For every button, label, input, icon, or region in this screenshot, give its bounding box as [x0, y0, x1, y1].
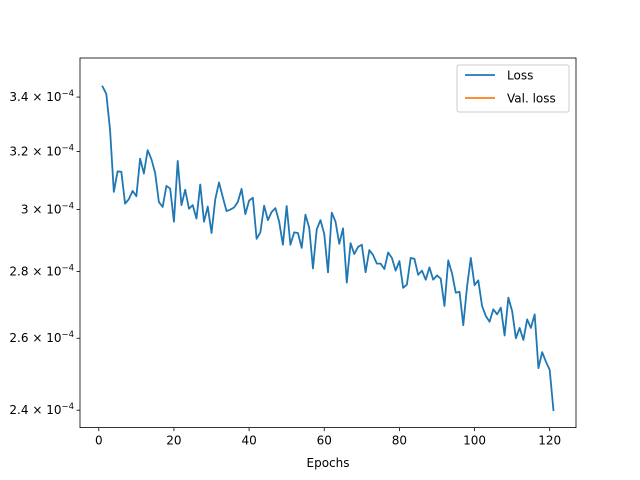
x-tick-label: 20	[166, 434, 181, 448]
series-layer	[101, 85, 555, 412]
legend: Loss Val. loss	[456, 64, 570, 113]
x-axis-ticks: 0 20 40 60 80 100 120	[95, 427, 561, 448]
y-tick-label: 3 × 10−4	[21, 202, 74, 217]
legend-box	[456, 64, 570, 113]
x-tick-label: 0	[95, 434, 103, 448]
legend-label-val-loss: Val. loss	[507, 92, 556, 106]
plot-background	[80, 58, 576, 428]
y-tick-label: 3.2 × 10−4	[9, 144, 74, 159]
y-axis-ticks: 2.4 × 10−4 2.6 × 10−4 2.8 × 10−4 3 × 10−4 3.…	[9, 89, 80, 417]
y-tick-label: 2.8 × 10−4	[9, 264, 74, 279]
y-tick-label: 3.4 × 10−4	[9, 89, 74, 104]
x-tick-label: 60	[317, 434, 332, 448]
y-tick-label: 2.6 × 10−4	[9, 330, 74, 345]
x-axis-label: Epochs	[307, 456, 350, 470]
series-line-loss	[101, 85, 555, 412]
legend-label-loss: Loss	[507, 69, 533, 83]
x-tick-label: 120	[538, 434, 561, 448]
plot-frame	[79, 57, 577, 429]
x-tick-label: 40	[241, 434, 256, 448]
y-tick-label: 2.4 × 10−4	[9, 402, 74, 417]
x-tick-label: 100	[463, 434, 486, 448]
x-tick-label: 80	[392, 434, 407, 448]
